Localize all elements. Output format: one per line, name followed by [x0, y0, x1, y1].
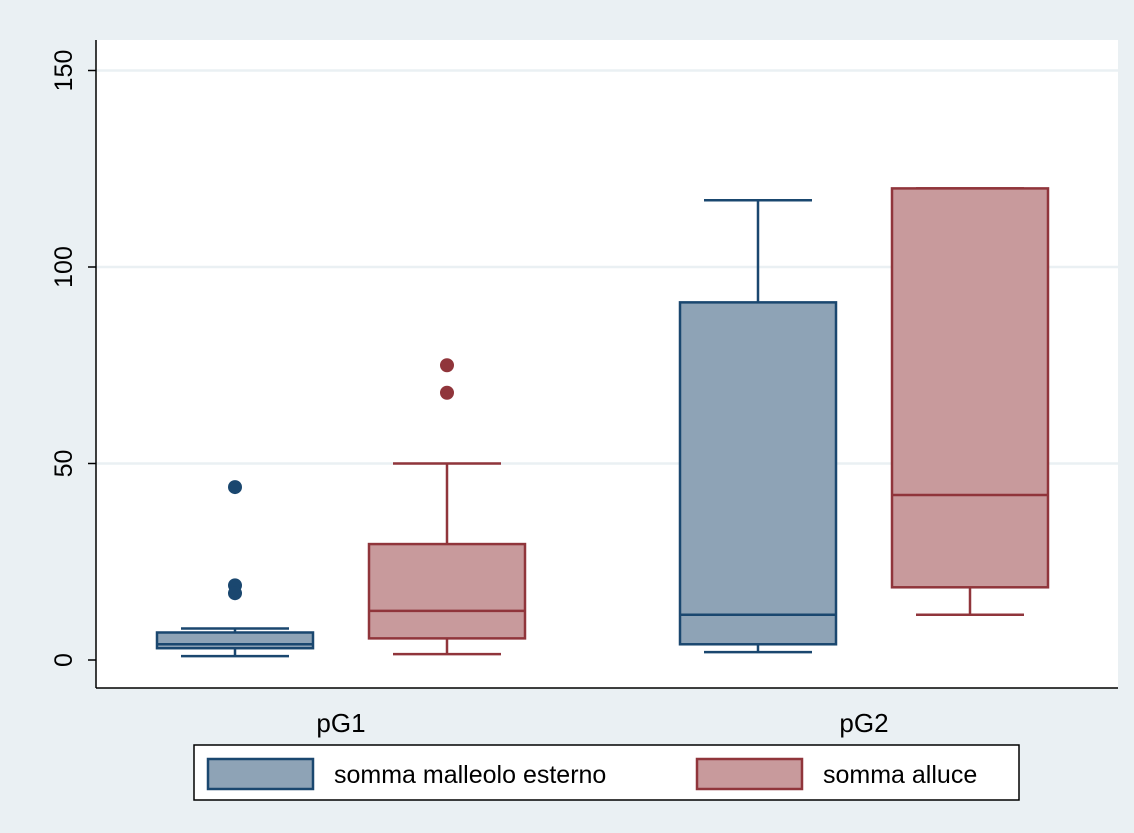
box-pG1-1 [367, 358, 527, 656]
legend-label: somma alluce [823, 761, 977, 789]
legend: somma malleolo esterno somma alluce [193, 744, 1020, 801]
iqr-box [367, 542, 527, 640]
outlier-point [440, 358, 454, 373]
axes [95, 40, 1118, 689]
outlier-point [228, 480, 242, 495]
y-tick-label: 50 [50, 450, 78, 478]
y-ticks: 0 50 100 150 [50, 50, 96, 667]
legend-box [193, 744, 1020, 801]
outlier-point [440, 385, 454, 400]
box-pG2-0 [678, 198, 838, 654]
x-category-label: pG1 [316, 708, 365, 738]
iqr-box [890, 187, 1050, 589]
legend-item: somma malleolo esterno [206, 757, 606, 791]
iqr-box [678, 301, 838, 646]
box-marks [155, 187, 1050, 658]
legend-swatch [695, 757, 804, 791]
x-category-labels: pG1 pG2 [316, 708, 888, 738]
legend-swatch [206, 757, 315, 791]
x-category-label: pG2 [839, 708, 888, 738]
iqr-box [155, 631, 315, 650]
legend-item: somma alluce [695, 757, 977, 791]
box-pG1-0 [155, 480, 315, 658]
y-tick-label: 100 [50, 246, 78, 288]
y-tick-label: 0 [50, 653, 78, 667]
y-tick-label: 150 [50, 50, 78, 92]
legend-label: somma malleolo esterno [334, 761, 606, 789]
box-pG2-1 [890, 187, 1050, 617]
outlier-point [228, 586, 242, 601]
